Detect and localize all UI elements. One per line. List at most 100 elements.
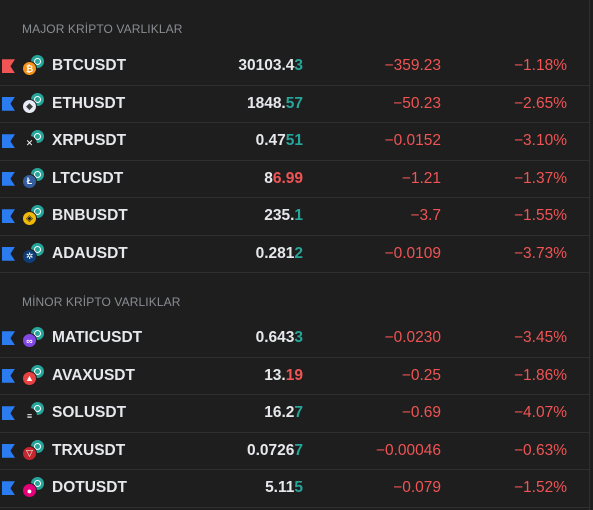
price-main: 30103.4 xyxy=(238,57,295,75)
last-price: 5.115 xyxy=(265,479,303,497)
price-main: 0.281 xyxy=(255,244,295,262)
percent-change: −1.86% xyxy=(513,366,567,384)
price-tail: 5 xyxy=(294,479,303,497)
percent-change: −3.10% xyxy=(513,132,567,150)
flag-icon[interactable] xyxy=(2,331,15,346)
price-tail: 7 xyxy=(294,441,303,459)
last-price: 0.6433 xyxy=(256,329,303,347)
price-change: −1.21 xyxy=(401,169,441,187)
symbol-logo: ₿ xyxy=(21,54,45,78)
price-tail: 51 xyxy=(285,132,303,150)
symbol-name: SOLUSDT xyxy=(52,404,127,422)
avalanche-icon: ▲ xyxy=(22,370,37,386)
flag-icon[interactable] xyxy=(2,443,15,458)
litecoin-icon: Ł xyxy=(22,173,37,189)
last-price: 0.2812 xyxy=(256,245,303,263)
watchlist-row-maticusdt[interactable]: ∞ MATICUSDT 0.6433 −0.0230 −3.45% xyxy=(0,320,589,358)
watchlist-row-trxusdt[interactable]: ▽ TRXUSDT 0.07267 −0.00046 −0.63% xyxy=(0,433,589,470)
section-title: MAJOR KRİPTO VARLIKLAR xyxy=(22,22,183,36)
symbol-name: ADAUSDT xyxy=(52,244,128,262)
flag-icon[interactable] xyxy=(2,481,15,496)
price-tail: 19 xyxy=(285,366,303,384)
watchlist-row-adausdt[interactable]: ✲ ADAUSDT 0.2812 −0.0109 −3.73% xyxy=(0,236,589,273)
percent-change: −3.45% xyxy=(513,329,567,347)
symbol-logo: Ł xyxy=(21,166,45,191)
percent-change: −3.73% xyxy=(513,244,567,262)
symbol-name: DOTUSDT xyxy=(52,479,127,497)
symbol-name: BNBUSDT xyxy=(52,207,128,225)
percent-change: −1.55% xyxy=(513,207,567,225)
watchlist-row-solusdt[interactable]: ≡ SOLUSDT 16.27 −0.69 −4.07% xyxy=(0,395,589,433)
price-tail: 57 xyxy=(285,94,303,112)
watchlist-row-xrpusdt[interactable]: ✕ XRPUSDT 0.4751 −0.0152 −3.10% xyxy=(0,123,589,161)
percent-change: −0.63% xyxy=(513,441,567,459)
symbol-name: LTCUSDT xyxy=(52,169,124,187)
last-price: 0.4751 xyxy=(256,132,303,150)
section-title: MİNOR KRİPTO VARLIKLAR xyxy=(22,295,181,309)
polkadot-icon: ● xyxy=(22,483,37,499)
symbol-logo: ● xyxy=(21,476,45,500)
symbol-logo: ▽ xyxy=(21,438,45,463)
watchlist-row-dotusdt[interactable]: ● DOTUSDT 5.115 −0.079 −1.52% xyxy=(0,470,589,508)
flag-icon[interactable] xyxy=(2,406,15,421)
symbol-name: MATICUSDT xyxy=(52,329,143,347)
tron-icon: ▽ xyxy=(22,445,37,461)
price-change: −0.25 xyxy=(401,366,441,384)
price-change: −50.23 xyxy=(393,94,441,112)
price-change: −3.7 xyxy=(410,207,441,225)
symbol-name: BTCUSDT xyxy=(52,57,127,75)
solana-icon: ≡ xyxy=(22,408,37,424)
price-change: −0.0152 xyxy=(384,132,441,150)
last-price: 30103.43 xyxy=(238,57,303,75)
flag-icon[interactable] xyxy=(2,209,15,224)
price-main: 0.643 xyxy=(255,329,295,347)
symbol-logo: ◆ xyxy=(21,91,45,116)
watchlist-row-btcusdt[interactable]: ₿ BTCUSDT 30103.43 −359.23 −1.18% xyxy=(0,48,589,86)
flag-icon[interactable] xyxy=(2,368,15,383)
watchlist-row-bnbusdt[interactable]: ◈ BNBUSDT 235.1 −3.7 −1.55% xyxy=(0,198,589,236)
bnb-icon: ◈ xyxy=(22,211,37,227)
last-price: 13.19 xyxy=(264,367,303,385)
symbol-logo: ∞ xyxy=(21,326,45,350)
last-price: 235.1 xyxy=(264,207,303,225)
percent-change: −1.37% xyxy=(513,169,567,187)
symbol-logo: ≡ xyxy=(21,401,45,425)
price-tail: 1 xyxy=(294,207,303,225)
last-price: 0.07267 xyxy=(247,442,303,460)
bitcoin-icon: ₿ xyxy=(22,61,37,77)
price-tail: 3 xyxy=(294,329,303,347)
price-change: −359.23 xyxy=(384,57,441,75)
symbol-name: ETHUSDT xyxy=(52,94,126,112)
watchlist-row-ltcusdt[interactable]: Ł LTCUSDT 86.99 −1.21 −1.37% xyxy=(0,161,589,198)
percent-change: −1.18% xyxy=(513,57,567,75)
price-change: −0.079 xyxy=(393,479,441,497)
percent-change: −2.65% xyxy=(513,94,567,112)
symbol-name: AVAXUSDT xyxy=(52,366,135,384)
polygon-icon: ∞ xyxy=(22,333,37,349)
ethereum-icon: ◆ xyxy=(22,98,37,114)
price-main: 5.11 xyxy=(265,479,295,497)
price-tail: 2 xyxy=(294,244,303,262)
flag-icon[interactable] xyxy=(2,59,15,74)
price-main: 0.47 xyxy=(255,132,286,150)
flag-icon[interactable] xyxy=(2,246,15,261)
flag-icon[interactable] xyxy=(2,171,15,186)
price-main: 1848. xyxy=(246,94,286,112)
percent-change: −1.52% xyxy=(513,479,567,497)
price-tail: 7 xyxy=(294,404,303,422)
flag-icon[interactable] xyxy=(2,96,15,111)
last-price: 86.99 xyxy=(264,170,303,188)
price-tail: 6.99 xyxy=(272,169,303,187)
price-main: 235. xyxy=(264,207,295,225)
symbol-logo: ▲ xyxy=(21,363,45,388)
symbol-logo: ◈ xyxy=(21,204,45,228)
last-price: 16.27 xyxy=(264,404,303,422)
watchlist-row-avaxusdt[interactable]: ▲ AVAXUSDT 13.19 −0.25 −1.86% xyxy=(0,358,589,395)
flag-icon[interactable] xyxy=(2,134,15,149)
last-price: 1848.57 xyxy=(247,95,303,113)
symbol-name: TRXUSDT xyxy=(52,441,126,459)
symbol-logo: ✕ xyxy=(21,129,45,153)
watchlist-row-ethusdt[interactable]: ◆ ETHUSDT 1848.57 −50.23 −2.65% xyxy=(0,86,589,123)
price-change: −0.0109 xyxy=(384,244,441,262)
